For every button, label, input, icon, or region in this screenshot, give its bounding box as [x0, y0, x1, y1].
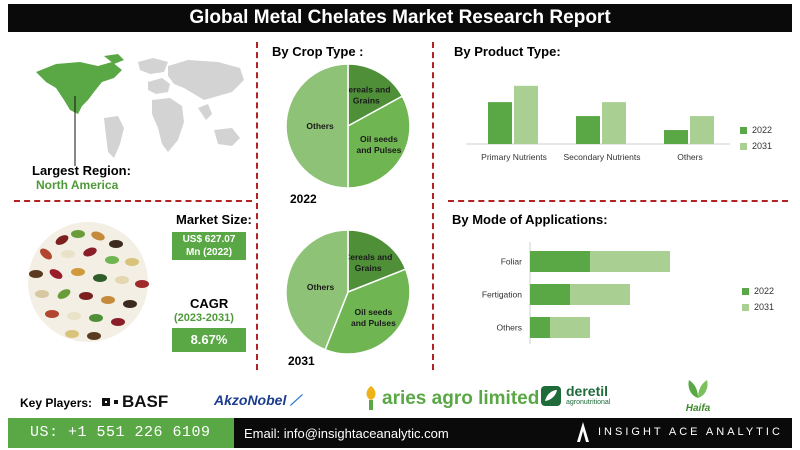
pie-label: Others — [307, 282, 335, 292]
legend-2022: 2022 — [754, 286, 775, 296]
category-label: Others — [496, 323, 522, 333]
pie-label: Cereals and Grains — [344, 252, 392, 273]
aries-leaf-icon — [366, 386, 376, 410]
bar-2031-secondary-nutrients — [602, 102, 626, 144]
category-label: Fertigation — [482, 290, 522, 300]
bar-2022-fertigation — [530, 284, 570, 305]
bar-2022-foliar — [530, 251, 590, 272]
cagr-label: CAGR — [190, 296, 229, 311]
bar-2031-foliar — [590, 251, 670, 272]
footer-bar: Email: info@insightaceanalytic.com INSIG… — [234, 418, 792, 448]
key-players-label: Key Players: — [20, 396, 93, 410]
aries-agro-logo: aries agro limited — [362, 384, 539, 410]
divider-right — [432, 42, 434, 370]
crop-pie-2031: Cereals and Grains Oil seeds and Pulses Othe… — [285, 229, 411, 355]
mode-of-applications-title: By Mode of Applications: — [452, 212, 608, 227]
pie-slice-oil-seeds-and-pulses — [347, 95, 411, 189]
pie-slice-cereals-and-grains — [347, 63, 404, 128]
crop-pie-2022-year: 2022 — [290, 192, 317, 206]
basf-logo: BASF — [102, 392, 168, 412]
akzonobel-logo: AkzoNobel ⟋ — [214, 392, 301, 408]
footer-phone[interactable]: US: +1 551 226 6109 — [8, 418, 234, 448]
market-size-value-line2: Mn (2022) — [185, 247, 233, 258]
divider-left — [256, 42, 258, 370]
haifa-logo: Haifa — [678, 378, 718, 414]
legend-swatch-2031 — [740, 142, 747, 150]
deretil-logo: deretil agronutritional — [540, 384, 610, 407]
legend-2031: 2031 — [754, 302, 775, 312]
bar-2031-others — [690, 116, 714, 144]
world-map — [36, 54, 244, 166]
bar-2031-fertigation — [570, 284, 630, 305]
cagr-value: 8.67% — [172, 328, 246, 352]
pie-slice-cereals-and-grains — [347, 229, 407, 294]
cagr-period: (2023-2031) — [174, 312, 234, 324]
category-label: Foliar — [501, 257, 522, 267]
divider-left-horizontal — [14, 200, 252, 202]
product-legend: 2022 2031 — [740, 124, 772, 152]
pie-label: Others — [306, 121, 334, 131]
pie-label: Cereals and Grains — [342, 85, 390, 106]
bar-2022-others — [530, 317, 550, 338]
product-type-chart: Primary Nutrients Secondary Nutrients Othe… — [466, 85, 730, 162]
mode-legend: 2022 2031 — [742, 285, 774, 313]
legend-swatch-2031 — [742, 303, 749, 311]
pie-slice-oil-seeds-and-pulses — [324, 268, 411, 355]
footer-email[interactable]: Email: info@insightaceanalytic.com — [244, 426, 449, 441]
crop-type-title: By Crop Type : — [272, 44, 364, 59]
pie-label: Oil seeds and Pulses — [357, 134, 402, 155]
product-type-title: By Product Type: — [454, 44, 561, 59]
market-size-box: US$ 627.07 Mn (2022) — [172, 232, 246, 260]
bar-2031-primary-nutrients — [514, 85, 538, 144]
footer-brand: INSIGHT ACE ANALYTIC — [598, 426, 783, 438]
bar-2022-others — [664, 130, 688, 144]
largest-region-label: Largest Region: — [32, 163, 131, 178]
page-title: Global Metal Chelates Market Research Re… — [8, 4, 792, 32]
bar-2022-secondary-nutrients — [576, 116, 600, 144]
seeds-illustration — [28, 222, 149, 342]
crop-pie-2031-year: 2031 — [288, 354, 315, 368]
divider-right-horizontal — [448, 200, 788, 202]
largest-region-value: North America — [36, 178, 119, 192]
market-size-value-line1: US$ 627.07 — [182, 234, 236, 245]
bar-2022-primary-nutrients — [488, 102, 512, 144]
mode-of-applications-chart: Foliar Fertigation Others — [482, 242, 670, 344]
category-label: Others — [677, 152, 703, 162]
north-america-highlight — [36, 54, 124, 114]
bar-2031-others — [550, 317, 590, 338]
legend-swatch-2022 — [742, 287, 749, 295]
haifa-leaves-icon — [688, 380, 708, 398]
legend-2031: 2031 — [752, 141, 773, 151]
pie-slice-others — [285, 63, 349, 189]
insightace-logo-icon — [577, 422, 589, 442]
pie-label: Oil seeds and Pulses — [351, 307, 396, 328]
legend-swatch-2022 — [740, 126, 747, 134]
crop-pie-2022: Cereals and Grains Oil seeds and Pulses Othe… — [285, 63, 411, 189]
deretil-leaf-icon — [541, 385, 561, 406]
market-size-label: Market Size: — [176, 212, 252, 227]
pie-slice-others — [285, 229, 349, 351]
category-label: Primary Nutrients — [481, 152, 547, 162]
category-label: Secondary Nutrients — [563, 152, 640, 162]
legend-2022: 2022 — [752, 125, 773, 135]
